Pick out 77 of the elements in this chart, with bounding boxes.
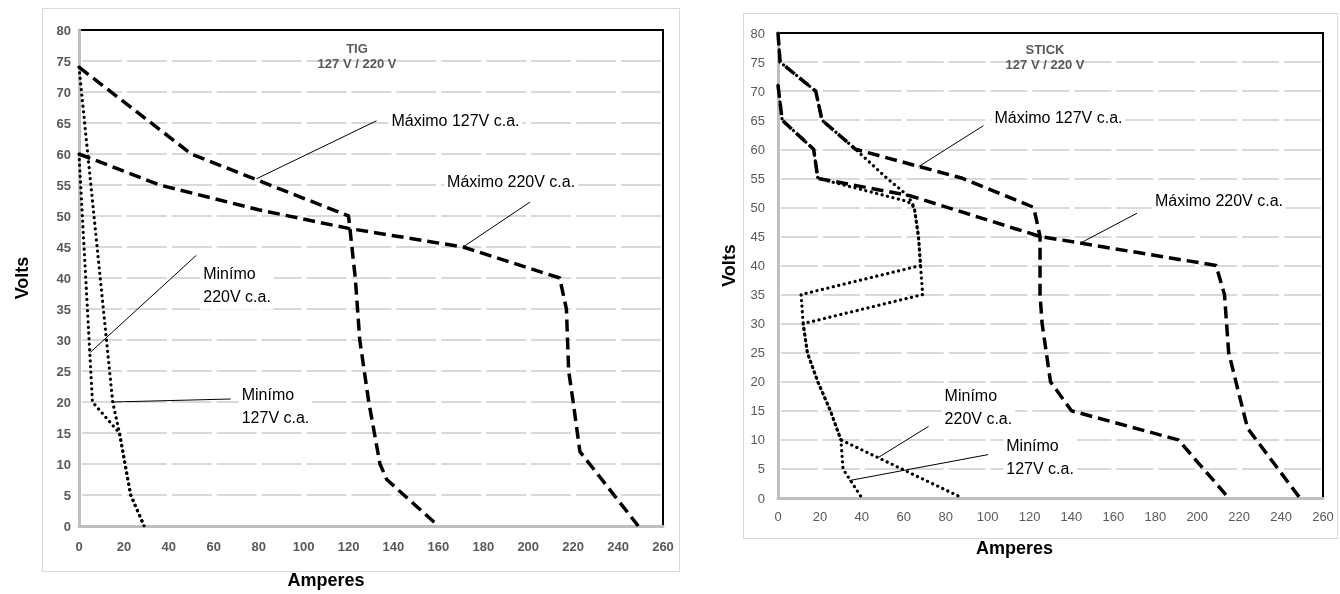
x-tick-label: 140 xyxy=(382,539,405,554)
y-tick-label: 30 xyxy=(56,332,71,348)
y-axis-title: Volts xyxy=(12,256,32,300)
y-tick-label: 25 xyxy=(56,363,71,379)
y-tick-label: 75 xyxy=(750,54,765,70)
annotation: Máximo 127V c.a. xyxy=(994,109,1123,127)
y-tick-label: 65 xyxy=(56,115,71,131)
annotation: Minímo 220V c.a. xyxy=(203,265,271,306)
y-tick-label: 40 xyxy=(750,258,765,273)
x-tick-label: 160 xyxy=(1102,509,1125,524)
x-axis-title: Amperes xyxy=(975,538,1054,558)
y-tick-label: 60 xyxy=(750,141,765,157)
x-tick-label: 80 xyxy=(938,509,953,524)
x-tick-label: 100 xyxy=(292,539,315,554)
y-tick-label: 15 xyxy=(750,403,765,419)
y-tick-label: 10 xyxy=(750,432,765,448)
x-tick-label: 240 xyxy=(607,539,629,554)
y-tick-label: 45 xyxy=(56,239,71,255)
x-tick-label: 220 xyxy=(1228,509,1251,524)
x-tick-label: 60 xyxy=(206,539,221,554)
x-axis-title: Amperes xyxy=(287,570,365,590)
text: STICK xyxy=(1025,42,1066,57)
y-tick-label: 55 xyxy=(750,170,765,186)
y-tick-label: 50 xyxy=(56,208,71,224)
y-tick-label: 10 xyxy=(56,456,71,472)
y-tick-label: 70 xyxy=(750,83,765,99)
y-tick-label: 5 xyxy=(757,461,765,477)
text: 127 V / 220 V xyxy=(1005,57,1085,72)
x-tick-label: 0 xyxy=(75,539,83,554)
y-tick-label: 40 xyxy=(56,270,71,286)
y-tick-label: 25 xyxy=(750,345,765,361)
y-tick-label: 75 xyxy=(56,53,71,69)
y-tick-label: 80 xyxy=(750,25,765,41)
annotation: Minímo 127V c.a. xyxy=(1006,436,1074,477)
y-tick-label: 20 xyxy=(750,374,765,390)
y-tick-label: 45 xyxy=(750,228,765,244)
y-tick-label: 35 xyxy=(56,301,71,317)
x-tick-label: 220 xyxy=(562,539,585,554)
x-tick-label: 80 xyxy=(251,539,266,554)
y-tick-label: 70 xyxy=(56,84,71,100)
y-tick-label: 5 xyxy=(63,487,71,503)
x-tick-label: 100 xyxy=(976,509,999,524)
x-tick-label: 120 xyxy=(1018,509,1041,524)
annotation: Máximo 220V c.a. xyxy=(1154,191,1283,209)
y-tick-label: 0 xyxy=(757,490,765,506)
x-tick-label: 140 xyxy=(1060,509,1083,524)
y-tick-label: 65 xyxy=(750,112,765,128)
x-tick-label: 40 xyxy=(854,509,870,524)
x-tick-label: 160 xyxy=(427,539,450,554)
x-tick-label: 60 xyxy=(896,509,911,524)
x-tick-label: 200 xyxy=(1186,509,1209,524)
y-tick-label: 60 xyxy=(56,146,71,162)
y-tick-label: 15 xyxy=(56,425,71,441)
annotation: Máximo 127V c.a. xyxy=(391,112,520,130)
x-tick-label: 180 xyxy=(1144,509,1167,524)
x-tick-label: 200 xyxy=(517,539,540,554)
x-tick-label: 40 xyxy=(161,539,177,554)
x-tick-label: 240 xyxy=(1270,509,1292,524)
x-tick-label: 260 xyxy=(1312,509,1334,524)
x-tick-label: 20 xyxy=(116,539,132,554)
x-tick-label: 260 xyxy=(652,539,674,554)
y-axis-title: Volts xyxy=(719,244,739,287)
annotation: Minímo 127V c.a. xyxy=(241,386,310,426)
y-tick-label: 80 xyxy=(56,22,71,38)
y-tick-label: 55 xyxy=(56,177,71,193)
y-tick-label: 35 xyxy=(750,287,765,303)
y-tick-label: 30 xyxy=(750,316,765,332)
y-tick-label: 20 xyxy=(56,394,71,410)
x-tick-label: 120 xyxy=(337,539,360,554)
annotation: Minímo 220V c.a. xyxy=(944,387,1013,428)
x-tick-label: 180 xyxy=(472,539,495,554)
text: 127 V / 220 V xyxy=(317,56,397,71)
text: TIG xyxy=(346,41,368,56)
x-tick-label: 20 xyxy=(812,509,828,524)
y-tick-label: 50 xyxy=(750,199,765,215)
annotation: Máximo 220V c.a. xyxy=(447,172,576,190)
x-tick-label: 0 xyxy=(774,509,782,524)
